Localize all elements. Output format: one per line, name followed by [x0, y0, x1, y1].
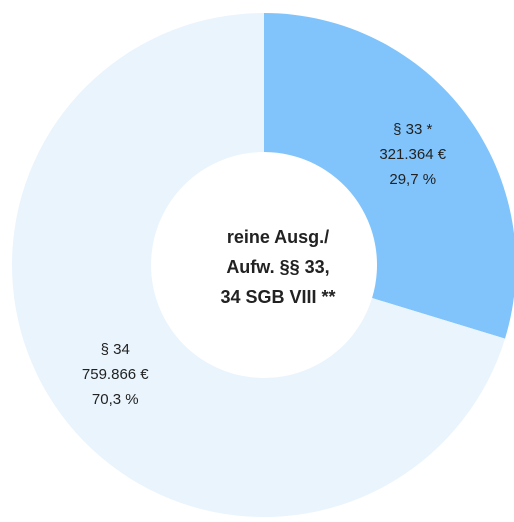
center-label: reine Ausg./ [227, 227, 329, 247]
slice-label: § 33 * [393, 121, 432, 138]
value-label: 321.364 € [379, 146, 446, 163]
percent-label: 70,3 % [92, 391, 139, 408]
percent-label: 29,7 % [389, 171, 436, 188]
slice [12, 13, 505, 517]
slice-label: § 34 [101, 341, 130, 358]
center-label: Aufw. §§ 33, [226, 257, 329, 277]
value-label: 759.866 € [82, 366, 149, 383]
slice [264, 13, 514, 339]
center-label: 34 SGB VIII ** [220, 287, 335, 307]
